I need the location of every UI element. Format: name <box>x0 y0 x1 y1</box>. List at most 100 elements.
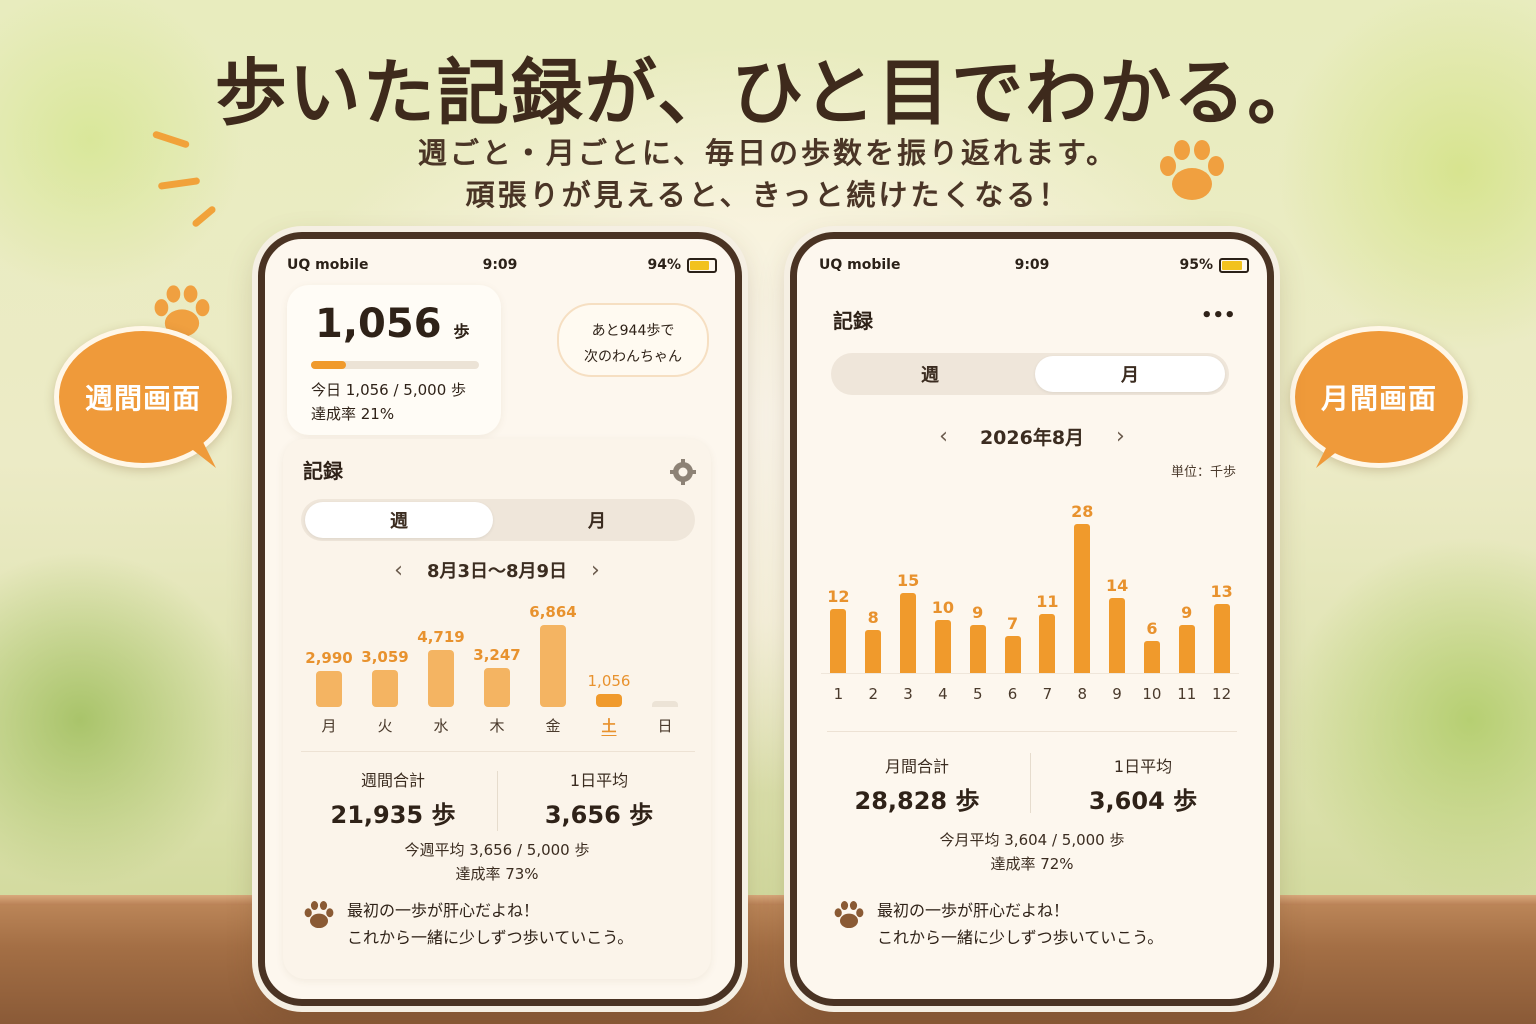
day-axis-label: 5 <box>972 685 983 703</box>
bar-value-label: 10 <box>931 597 955 617</box>
bar-value-label: 9 <box>972 603 984 622</box>
clock: 9:09 <box>1014 257 1050 273</box>
stats-divider <box>497 771 498 831</box>
weekly-total-title: 週間合計 <box>360 771 425 790</box>
bar-value-label: 14 <box>1105 576 1129 596</box>
daily-average-title: 1日平均 <box>569 771 629 790</box>
tab-week[interactable]: 週 <box>305 502 493 538</box>
day-axis-label: 7 <box>1042 685 1053 703</box>
chart-bar-empty <box>652 701 678 707</box>
tab-month[interactable]: 月 <box>503 502 691 538</box>
day-axis-label: 3 <box>903 685 913 703</box>
bar-value-label: 7 <box>1007 613 1019 633</box>
day-axis-label: 12 <box>1212 685 1232 703</box>
carrier-label: UQ mobile <box>819 257 901 273</box>
week-range-label: 8月3日〜8月9日 <box>426 561 568 582</box>
battery-indicator: 95% <box>1179 257 1249 273</box>
more-icon[interactable]: ••• <box>1201 305 1236 326</box>
chart-bar <box>1039 614 1056 673</box>
tab-week-label: 週 <box>921 365 939 386</box>
weekly-total-value: 21,935 歩 <box>330 801 456 829</box>
daily-average-value: 3,656 歩 <box>544 801 654 829</box>
day-axis-label: 火 <box>377 717 393 735</box>
daily-average-value: 3,604 歩 <box>1088 787 1198 815</box>
monthly-achievement-text: 達成率 72% <box>990 855 1074 873</box>
battery-indicator: 94% <box>647 257 717 273</box>
bubble-tail <box>170 432 216 468</box>
day-axis-label: 4 <box>938 685 948 703</box>
day-axis-label: 金 <box>545 717 561 735</box>
chart-bar <box>934 619 951 673</box>
day-axis-label: 11 <box>1177 685 1197 703</box>
monthly-total-title: 月間合計 <box>884 757 949 776</box>
page-headline: 歩いた記録が、ひと目でわかる。 <box>214 51 1322 135</box>
chevron-left-icon[interactable]: ‹ <box>394 557 403 583</box>
next-dog-line1: あと944歩で <box>591 323 675 339</box>
chart-bar <box>1213 603 1230 673</box>
week-navigator: ‹ 8月3日〜8月9日 › <box>283 557 711 583</box>
day-axis-label: 1 <box>833 685 844 703</box>
day-axis-label: 日 <box>657 717 673 735</box>
bar-value-label: 11 <box>1036 592 1059 612</box>
battery-icon <box>687 257 717 273</box>
today-steps-unit: 歩 <box>453 322 470 341</box>
month-label: 2026年8月 <box>979 427 1085 449</box>
battery-percent: 94% <box>647 257 681 273</box>
today-achievement-text: 達成率 21% <box>311 405 395 423</box>
weekly-phone: UQ mobile 9:09 94% 1,056 歩 今日 1,056 / 5,… <box>258 232 742 1006</box>
bar-value-label: 9 <box>1181 603 1193 622</box>
monthly-screen-bubble: 月間画面 <box>1290 326 1468 468</box>
weekly-bar-chart: 2,990 月 3,059 火 4,719 水 3,247 木 6,864 金 1,056 土 日 <box>283 589 711 749</box>
bubble-label: 月間画面 <box>1320 382 1437 415</box>
record-title: 記録 <box>303 459 343 483</box>
paw-icon <box>1160 140 1224 200</box>
chart-bar <box>969 625 986 673</box>
chart-bar <box>484 668 510 707</box>
encouragement-message: 最初の一歩が肝心だよね！ これから一緒に少しずつ歩いていこう。 <box>877 897 1163 951</box>
monthly-average-text: 今月平均 3,604 / 5,000 歩 <box>939 831 1125 849</box>
tab-month[interactable]: 月 <box>1035 356 1225 392</box>
message-line: 最初の一歩が肝心だよね！ <box>877 901 1070 920</box>
gear-icon[interactable] <box>670 459 696 485</box>
day-axis-label: 2 <box>868 685 879 703</box>
next-dog-pill: あと944歩で 次のわんちゃん <box>557 303 709 377</box>
bar-value-label: 15 <box>896 571 920 590</box>
battery-percent: 95% <box>1179 257 1213 273</box>
today-progress-bar <box>311 361 479 369</box>
chevron-right-icon[interactable]: › <box>1116 424 1125 449</box>
chart-bar <box>1178 625 1195 673</box>
chart-bar <box>428 650 454 707</box>
chart-bar <box>596 694 622 707</box>
bar-value-label: 13 <box>1210 581 1233 601</box>
daily-average-title: 1日平均 <box>1113 757 1173 776</box>
paw-icon <box>304 901 334 929</box>
bar-value-label: 28 <box>1071 501 1094 521</box>
chart-bar <box>1109 598 1126 673</box>
bar-value-label: 3,247 <box>473 646 521 665</box>
tab-week[interactable]: 週 <box>835 356 1025 392</box>
tab-month-label: 月 <box>588 511 606 532</box>
tab-week-label: 週 <box>390 511 408 532</box>
chevron-right-icon[interactable]: › <box>591 557 600 583</box>
chart-bar <box>1074 523 1091 673</box>
today-steps-value: 1,056 <box>315 301 442 347</box>
period-toggle: 週 月 <box>301 499 695 541</box>
record-title: 記録 <box>833 309 873 333</box>
weekly-average-text: 今週平均 3,656 / 5,000 歩 <box>404 841 590 859</box>
day-axis-label: 10 <box>1142 685 1162 703</box>
monthly-bar-chart: 12 1 8 2 15 3 10 4 9 5 7 6 11 7 28 8 14 9 6 10 9 11 13 12 <box>797 479 1267 719</box>
message-line: これから一緒に少しずつ歩いていこう。 <box>877 928 1164 947</box>
stats-divider <box>1030 753 1031 813</box>
page-subline-1: 週ごと・月ごとに、毎日の歩数を振り返れます。 <box>417 136 1119 170</box>
period-toggle: 週 月 <box>831 353 1229 395</box>
chart-divider <box>827 731 1237 732</box>
paw-icon <box>834 901 864 929</box>
chevron-left-icon[interactable]: ‹ <box>939 424 948 449</box>
day-axis-label: 木 <box>489 717 505 735</box>
wooden-table <box>0 895 1536 1024</box>
chart-bar <box>865 630 882 673</box>
status-bar: UQ mobile 9:09 95% <box>797 253 1267 277</box>
monthly-total-value: 28,828 歩 <box>854 787 980 815</box>
chart-bar <box>316 671 342 707</box>
chart-baseline <box>821 673 1239 674</box>
